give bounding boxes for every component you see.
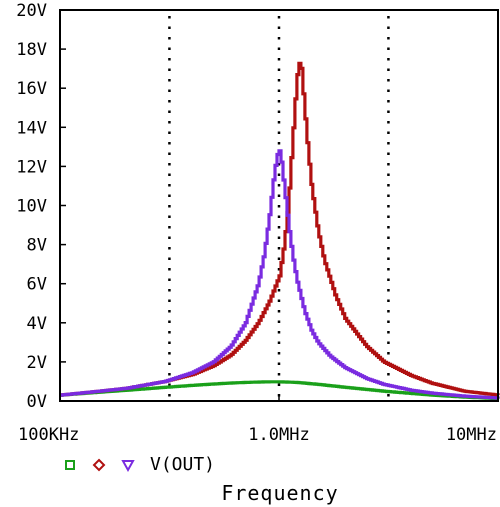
x-tick-label: 1.0MHz: [248, 425, 309, 445]
y-tick-label: 10V: [16, 197, 47, 217]
legend-label: V(OUT): [150, 454, 215, 475]
y-tick-label: 18V: [16, 40, 47, 60]
legend-marker-diamond: [92, 458, 106, 472]
y-tick-labels: 0V 2V 4V 6V 8V 10V 12V 14V 16V 18V 20V: [16, 1, 66, 412]
y-tick-label: 14V: [16, 118, 47, 138]
x-tick-label: 10MHz: [446, 425, 497, 445]
y-tick-label: 16V: [16, 79, 47, 99]
series-line-3: [60, 149, 500, 400]
x-tick-label: 100KHz: [18, 425, 79, 445]
x-tick-labels: 100KHz 1.0MHz 10MHz: [18, 395, 499, 445]
legend-marker-triangle: [121, 460, 135, 473]
series-layer: [60, 61, 500, 401]
y-tick-label: 12V: [16, 157, 47, 177]
y-tick-label: 4V: [27, 314, 47, 334]
y-tick-label: 6V: [27, 275, 47, 295]
legend-marker-square: [65, 460, 75, 470]
x-axis-label: Frequency: [221, 481, 338, 505]
legend: V(OUT): [65, 454, 215, 475]
y-tick-label: 20V: [16, 1, 47, 21]
y-tick-label: 2V: [27, 353, 47, 373]
series-line-2: [60, 61, 500, 397]
y-tick-label: 0V: [27, 392, 47, 412]
y-tick-label: 8V: [27, 236, 47, 256]
series-line-1: [60, 380, 500, 401]
grid-layer: [168, 16, 390, 397]
